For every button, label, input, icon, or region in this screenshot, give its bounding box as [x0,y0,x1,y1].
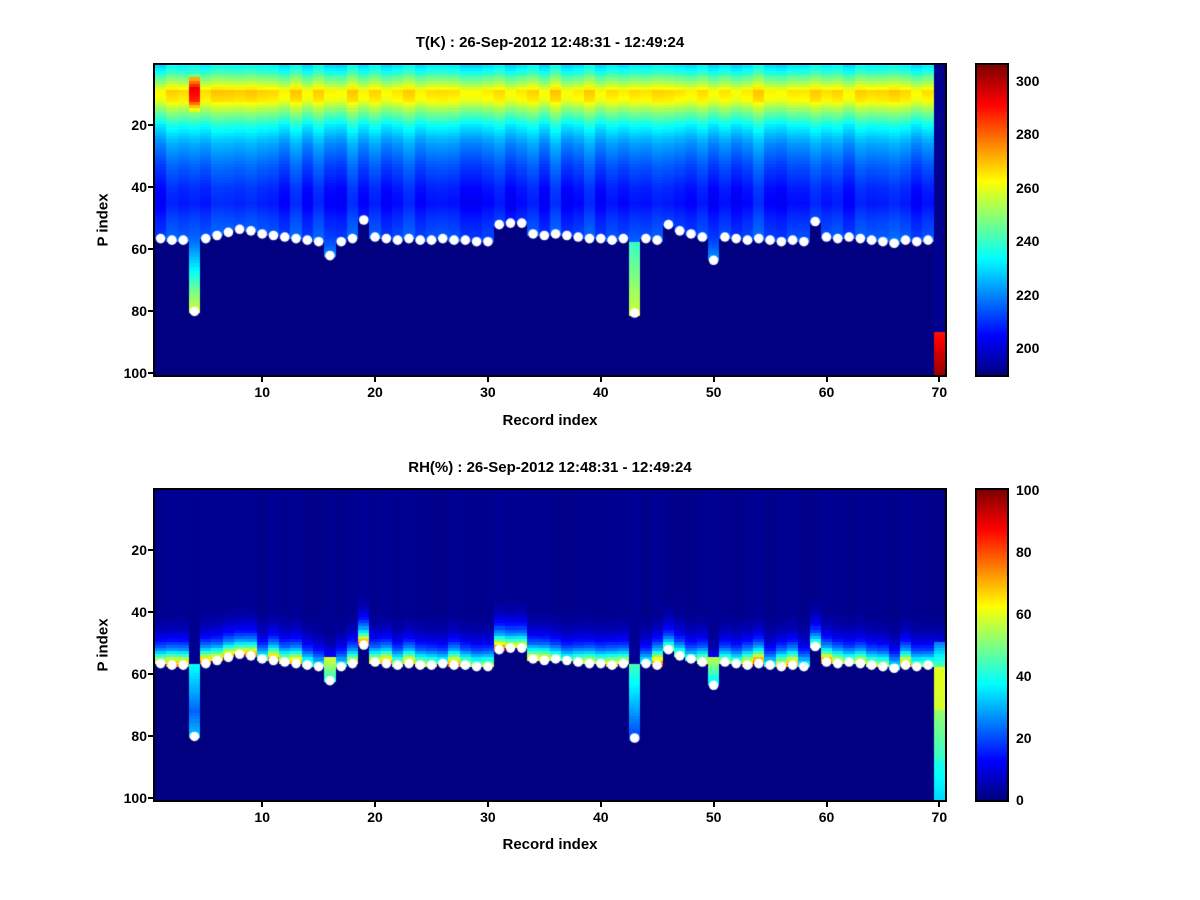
x-tick-label: 60 [818,809,835,825]
humidity-x-axis-label: Record index [502,836,598,853]
x-tick-label: 40 [592,384,609,400]
x-tick-mark [374,377,377,382]
x-tick-mark [712,802,715,807]
humidity-colorbar [975,488,1009,802]
x-tick-mark [374,802,377,807]
y-tick-label: 40 [131,179,147,196]
y-tick-mark [148,735,153,738]
colorbar-tick-label: 60 [1016,606,1032,622]
x-tick-mark [599,802,602,807]
x-tick-label: 30 [480,809,496,825]
colorbar-tick-label: 100 [1016,482,1040,498]
x-tick-label: 30 [480,384,496,400]
y-tick-mark [148,673,153,676]
colorbar-tick-label: 80 [1016,544,1032,560]
temperature-x-axis-label: Record index [502,412,598,429]
x-tick-mark [825,802,828,807]
x-tick-mark [486,377,489,382]
temperature-plot-title: T(K) : 26-Sep-2012 12:48:31 - 12:49:24 [415,34,685,51]
x-tick-label: 60 [818,384,835,400]
x-tick-mark [938,377,941,382]
x-tick-mark [261,802,264,807]
colorbar-tick-label: 200 [1016,340,1040,357]
y-tick-mark [148,549,153,552]
humidity-colorbar-canvas [977,490,1007,800]
humidity-y-axis-label: P index [94,618,112,672]
y-tick-mark [148,310,153,313]
colorbar-tick-label: 40 [1016,668,1032,684]
temperature-heatmap-canvas [155,65,945,375]
humidity-plot-title: RH(%) : 26-Sep-2012 12:48:31 - 12:49:24 [408,459,692,476]
colorbar-tick-label: 220 [1016,286,1040,303]
x-tick-mark [261,377,264,382]
x-tick-label: 50 [705,384,722,400]
colorbar-tick-label: 260 [1016,179,1040,196]
x-tick-label: 70 [931,809,948,825]
humidity-heatmap-canvas [155,490,945,800]
x-tick-mark [486,802,489,807]
y-tick-label: 20 [131,542,147,559]
y-tick-label: 100 [123,365,147,382]
temperature-colorbar [975,63,1009,377]
x-tick-mark [599,377,602,382]
x-tick-label: 10 [254,809,270,825]
colorbar-tick-label: 0 [1016,792,1024,808]
y-tick-mark [148,186,153,189]
x-tick-mark [712,377,715,382]
colorbar-tick-label: 280 [1016,126,1040,143]
y-tick-label: 60 [131,666,147,683]
y-tick-label: 60 [131,241,147,258]
x-tick-mark [938,802,941,807]
y-tick-label: 100 [123,790,147,807]
x-tick-mark [825,377,828,382]
x-tick-label: 40 [592,809,609,825]
y-tick-mark [148,124,153,127]
colorbar-tick-label: 240 [1016,233,1040,250]
colorbar-tick-label: 300 [1016,73,1040,90]
x-tick-label: 50 [705,809,722,825]
x-tick-label: 20 [367,384,383,400]
y-tick-label: 80 [131,728,147,745]
humidity-axes [153,488,947,802]
y-tick-mark [148,797,153,800]
x-tick-label: 70 [931,384,948,400]
temperature-axes [153,63,947,377]
x-tick-label: 10 [254,384,270,400]
colorbar-tick-label: 20 [1016,730,1032,746]
y-tick-mark [148,611,153,614]
y-tick-label: 80 [131,303,147,320]
x-tick-label: 20 [367,809,383,825]
temperature-colorbar-canvas [977,65,1007,375]
y-tick-label: 20 [131,117,147,134]
y-tick-mark [148,248,153,251]
y-tick-mark [148,372,153,375]
y-tick-label: 40 [131,604,147,621]
